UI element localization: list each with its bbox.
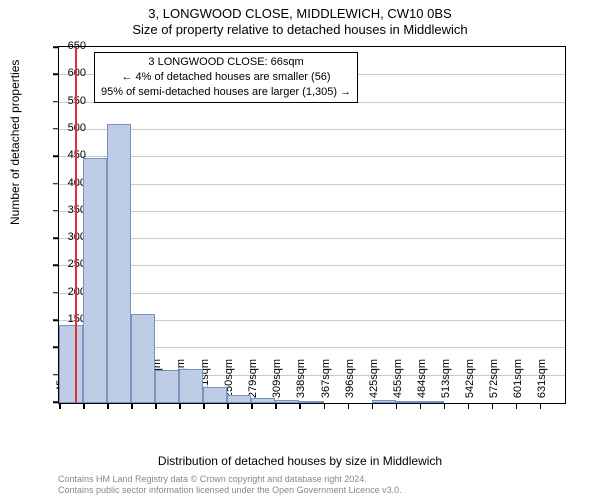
annotation-line3: 95% of semi-detached houses are larger (… bbox=[101, 85, 351, 100]
x-tick-label: 542sqm bbox=[464, 359, 476, 409]
x-tick-label: 572sqm bbox=[488, 359, 500, 409]
gridline bbox=[59, 238, 565, 239]
annotation-line2: ← 4% of detached houses are smaller (56) bbox=[101, 70, 351, 85]
histogram-bar bbox=[299, 401, 323, 403]
plot-area: 3 LONGWOOD CLOSE: 66sqm ← 4% of detached… bbox=[58, 46, 566, 404]
chart-container: 3, LONGWOOD CLOSE, MIDDLEWICH, CW10 0BS … bbox=[0, 0, 600, 500]
gridline bbox=[59, 293, 565, 294]
x-axis-label: Distribution of detached houses by size … bbox=[0, 454, 600, 468]
histogram-bar bbox=[396, 401, 420, 403]
y-tick-label: 350 bbox=[46, 204, 86, 216]
y-axis-label: Number of detached properties bbox=[8, 60, 22, 225]
y-tick-label: 550 bbox=[46, 95, 86, 107]
y-tick-label: 500 bbox=[46, 122, 86, 134]
footer-line2: Contains public sector information licen… bbox=[58, 485, 402, 496]
annotation-line1: 3 LONGWOOD CLOSE: 66sqm bbox=[101, 55, 351, 70]
histogram-bar bbox=[59, 325, 83, 403]
reference-line bbox=[75, 47, 77, 403]
histogram-bar bbox=[203, 387, 227, 403]
x-tick-label: 631sqm bbox=[536, 359, 548, 409]
footer-line1: Contains HM Land Registry data © Crown c… bbox=[58, 474, 402, 485]
y-tick-label: 600 bbox=[46, 67, 86, 79]
gridline bbox=[59, 129, 565, 130]
gridline bbox=[59, 156, 565, 157]
x-tick-label: 601sqm bbox=[512, 359, 524, 409]
title-address: 3, LONGWOOD CLOSE, MIDDLEWICH, CW10 0BS bbox=[0, 0, 600, 21]
x-tick-label: 396sqm bbox=[344, 359, 356, 409]
histogram-bar bbox=[179, 369, 203, 403]
histogram-bar bbox=[83, 158, 107, 403]
histogram-bar bbox=[420, 401, 444, 403]
y-tick-label: 200 bbox=[46, 286, 86, 298]
histogram-bar bbox=[227, 395, 251, 403]
histogram-bar bbox=[372, 400, 396, 403]
histogram-bar bbox=[131, 314, 155, 403]
gridline bbox=[59, 265, 565, 266]
annotation-box: 3 LONGWOOD CLOSE: 66sqm ← 4% of detached… bbox=[94, 52, 358, 103]
title-subtitle: Size of property relative to detached ho… bbox=[0, 21, 600, 37]
y-tick-label: 150 bbox=[46, 313, 86, 325]
histogram-bar bbox=[251, 398, 275, 403]
footer-attribution: Contains HM Land Registry data © Crown c… bbox=[58, 474, 402, 496]
y-tick-label: 450 bbox=[46, 149, 86, 161]
gridline bbox=[59, 211, 565, 212]
gridline bbox=[59, 184, 565, 185]
y-tick-label: 400 bbox=[46, 177, 86, 189]
y-tick-label: 650 bbox=[46, 40, 86, 52]
histogram-bar bbox=[107, 124, 131, 403]
y-tick-label: 250 bbox=[46, 258, 86, 270]
y-tick-label: 300 bbox=[46, 231, 86, 243]
histogram-bar bbox=[155, 370, 179, 403]
histogram-bar bbox=[275, 400, 299, 403]
